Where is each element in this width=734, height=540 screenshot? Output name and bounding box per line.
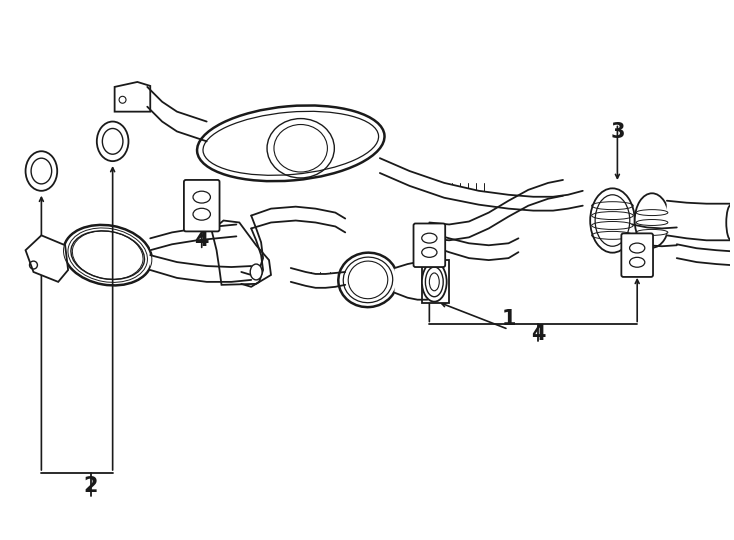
Ellipse shape <box>635 193 669 248</box>
Ellipse shape <box>64 225 152 286</box>
Ellipse shape <box>630 243 644 253</box>
Ellipse shape <box>422 233 437 243</box>
Polygon shape <box>115 82 150 112</box>
FancyBboxPatch shape <box>622 233 653 277</box>
Text: 1: 1 <box>501 309 516 329</box>
Ellipse shape <box>26 151 57 191</box>
Polygon shape <box>26 235 68 282</box>
FancyBboxPatch shape <box>413 224 446 267</box>
Ellipse shape <box>422 247 437 258</box>
Ellipse shape <box>97 122 128 161</box>
Ellipse shape <box>31 158 51 184</box>
FancyBboxPatch shape <box>184 180 219 232</box>
Ellipse shape <box>250 264 262 280</box>
Ellipse shape <box>630 258 644 267</box>
Ellipse shape <box>102 129 123 154</box>
Text: 3: 3 <box>610 122 625 141</box>
Text: 2: 2 <box>84 476 98 496</box>
Ellipse shape <box>197 105 385 181</box>
Ellipse shape <box>726 205 734 240</box>
Text: 4: 4 <box>531 324 545 344</box>
Ellipse shape <box>193 191 211 203</box>
Polygon shape <box>211 220 271 285</box>
Ellipse shape <box>193 208 211 220</box>
Text: 4: 4 <box>195 230 209 250</box>
Ellipse shape <box>422 262 447 302</box>
Polygon shape <box>423 260 449 302</box>
Ellipse shape <box>590 188 635 253</box>
Ellipse shape <box>338 253 398 307</box>
